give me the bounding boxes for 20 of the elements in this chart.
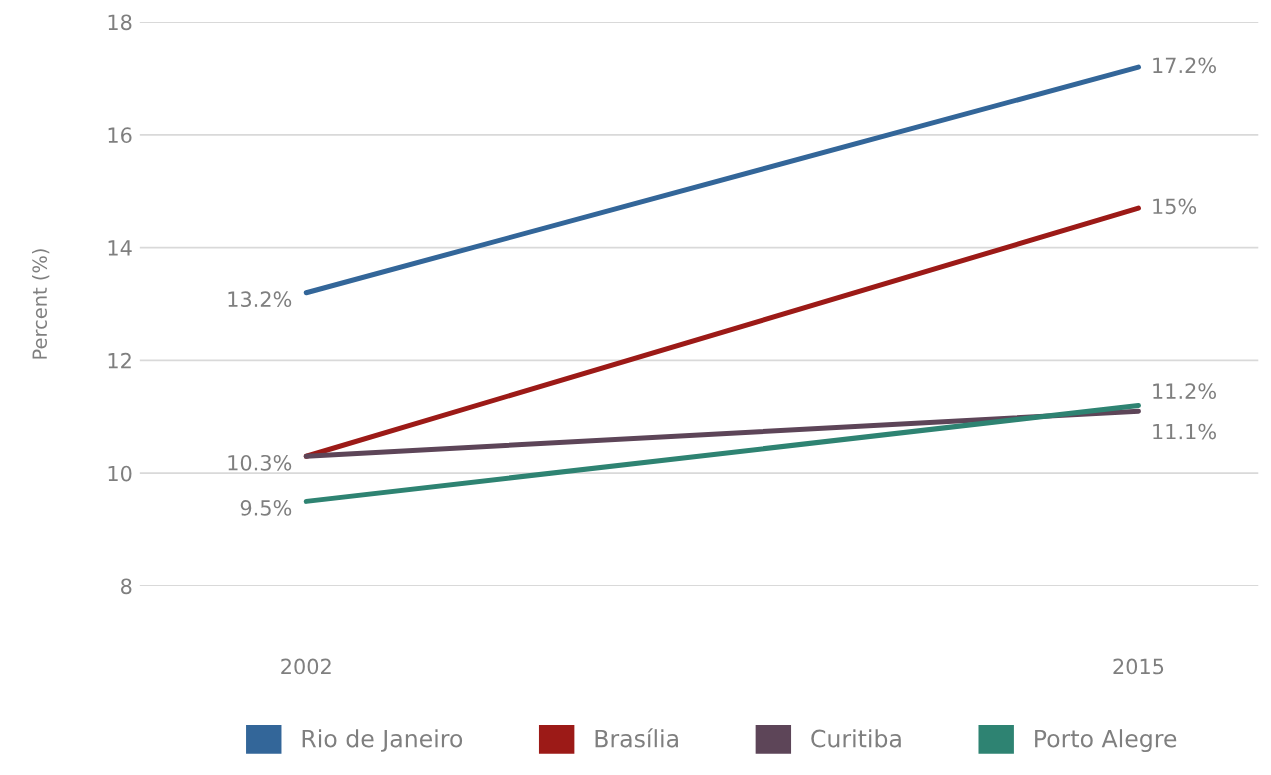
x-tick-label: 2015 [1113,658,1164,675]
y-tick-label: 16 [108,127,132,144]
data-label: 10.3% [228,454,292,471]
data-label: 13.2% [228,291,292,308]
legend-label: Brasília [595,728,678,748]
data-label: 15% [1153,198,1197,215]
y-tick-label: 12 [108,352,131,369]
legend-label: Porto Alegre [1035,729,1177,753]
data-label: 9.5% [240,500,292,516]
data-label: 17.2% [1153,57,1216,74]
data-label: 11.1% [1153,423,1216,440]
y-tick-label: 18 [108,14,132,31]
y-tick-label: 8 [121,578,132,595]
data-label: 11.2% [1153,383,1216,400]
y-tick-label: 14 [108,240,132,256]
legend-label: Rio de Janeiro [302,729,463,752]
legend-label: Curitiba [811,729,901,748]
y-axis-title: Percent (%) [32,249,50,359]
y-tick-label: 10 [108,465,132,482]
x-tick-label: 2002 [281,658,331,675]
